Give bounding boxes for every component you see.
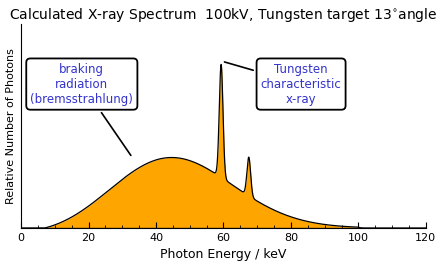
- Text: braking
radiation
(bremsstrahlung): braking radiation (bremsstrahlung): [30, 62, 133, 155]
- Y-axis label: Relative Number of Photons: Relative Number of Photons: [6, 48, 15, 204]
- X-axis label: Photon Energy / keV: Photon Energy / keV: [160, 249, 287, 261]
- Text: Tungsten
characteristic
x-ray: Tungsten characteristic x-ray: [225, 62, 342, 105]
- Title: Calculated X-ray Spectrum  100kV, Tungsten target 13$^{\circ}$angle: Calculated X-ray Spectrum 100kV, Tungste…: [9, 6, 438, 23]
